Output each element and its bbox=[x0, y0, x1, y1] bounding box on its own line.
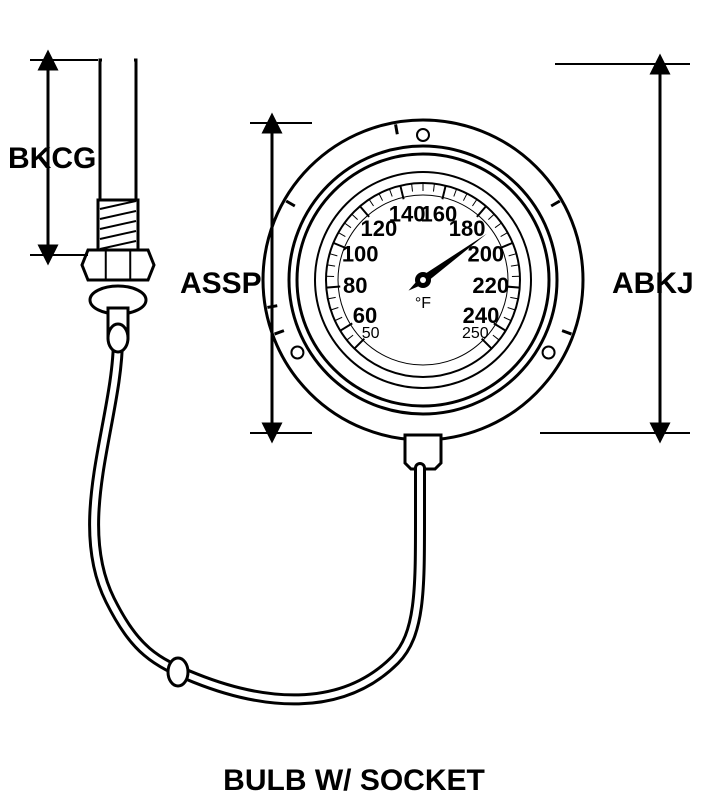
label-assp: ASSP bbox=[180, 267, 262, 300]
diagram-title: BULB W/ SOCKET bbox=[223, 764, 485, 797]
gauge-tick-label: 220 bbox=[472, 273, 509, 298]
bulb-tube bbox=[100, 60, 136, 200]
bulb-nut bbox=[82, 250, 154, 280]
gauge-end-label: 50 bbox=[362, 325, 380, 342]
gauge-tick-label: 180 bbox=[449, 216, 486, 241]
gauge-tick-label: 80 bbox=[343, 273, 367, 298]
gauge: 608010012014016018020022024050250°F bbox=[263, 120, 583, 469]
label-bkcg: BKCG bbox=[8, 142, 96, 175]
capillary-ferrule bbox=[168, 658, 188, 686]
gauge-tick-label: 200 bbox=[467, 242, 504, 267]
bulb-assembly bbox=[82, 60, 154, 338]
gauge-end-label: 250 bbox=[462, 325, 489, 342]
diagram-canvas: 608010012014016018020022024050250°F BKCG… bbox=[0, 0, 708, 812]
gauge-tick-label: 100 bbox=[342, 242, 379, 267]
gauge-unit: °F bbox=[415, 295, 431, 312]
label-abkj: ABKJ bbox=[612, 267, 694, 300]
capillary-ferrule bbox=[108, 324, 128, 352]
